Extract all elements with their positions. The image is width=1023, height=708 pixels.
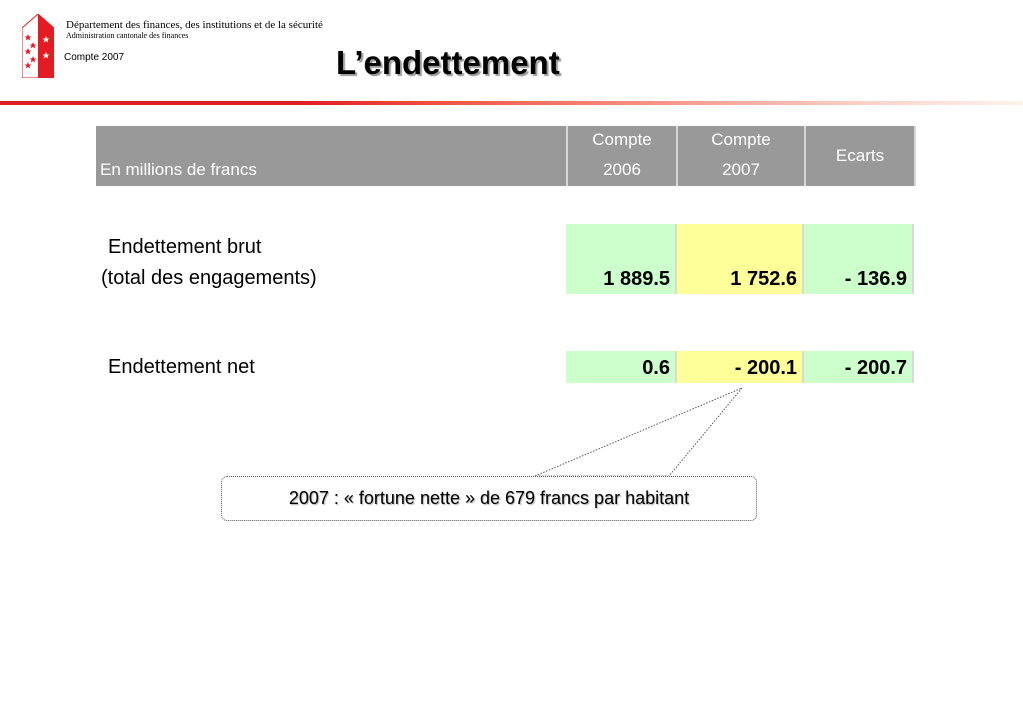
- valais-coat-of-arms-icon: [22, 14, 54, 78]
- unit-label: En millions de francs: [100, 160, 257, 179]
- gross-debt-2007-value: 1 752.6: [677, 224, 804, 294]
- gross-debt-difference-value: - 136.9: [804, 224, 914, 294]
- table-header: En millions de francs Compte 2006 Compte…: [96, 126, 916, 186]
- row-label-net-debt: Endettement net: [108, 356, 255, 378]
- column-header-2006: Compte 2006: [566, 126, 676, 186]
- column-header-ecarts: Ecarts: [804, 126, 916, 186]
- net-fortune-callout: 2007 : « fortune nette » de 679 francs p…: [221, 476, 757, 521]
- net-debt-difference-value: - 200.7: [804, 351, 914, 383]
- administration-name: Administration cantonale des finances: [66, 31, 189, 40]
- department-name: Département des finances, des institutio…: [66, 19, 323, 31]
- row-label-gross-debt: Endettement brut: [108, 236, 262, 258]
- column-header-2007: Compte 2007: [676, 126, 804, 186]
- row-label-gross-debt-detail: (total des engagements): [101, 267, 317, 289]
- header-divider: [0, 101, 1023, 105]
- net-debt-2007-value: - 200.1: [677, 351, 804, 383]
- net-debt-2006-value: 0.6: [566, 351, 677, 383]
- gross-debt-2006-value: 1 889.5: [566, 224, 677, 294]
- page-title: L’endettement: [336, 44, 560, 81]
- callout-text: 2007 : « fortune nette » de 679 francs p…: [288, 488, 690, 508]
- document-label: Compte 2007: [64, 52, 125, 63]
